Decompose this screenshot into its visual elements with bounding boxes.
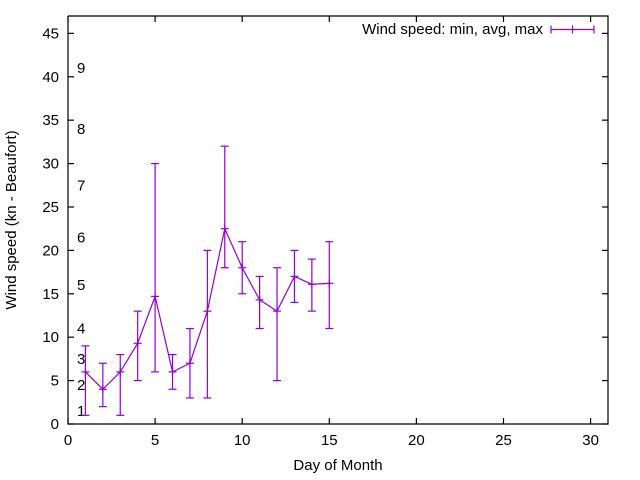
legend: Wind speed: min, avg, max [362, 21, 595, 38]
beaufort-level-label: 8 [77, 121, 85, 138]
beaufort-level-label: 5 [77, 277, 85, 294]
x-axis-ticks: 0 5 10 15 20 25 30 [64, 16, 599, 449]
x-tick-label: 0 [64, 432, 72, 449]
beaufort-level-label: 9 [77, 60, 85, 77]
beaufort-level-label: 2 [77, 377, 85, 394]
y-tick-label: 0 [51, 416, 59, 433]
legend-sample-errorbar [550, 25, 595, 34]
x-tick-label: 20 [408, 432, 425, 449]
y-tick-label: 15 [42, 286, 59, 303]
x-tick-label: 5 [151, 432, 159, 449]
y-tick-label: 10 [42, 329, 59, 346]
y-axis-title: Wind speed (kn - Beaufort) [3, 130, 20, 309]
x-tick-label: 15 [321, 432, 338, 449]
legend-entry-label: Wind speed: min, avg, max [362, 21, 543, 38]
y-tick-label: 40 [42, 69, 59, 86]
y-tick-label: 25 [42, 199, 59, 216]
x-tick-label: 25 [495, 432, 512, 449]
beaufort-level-label: 4 [77, 321, 85, 338]
beaufort-level-label: 6 [77, 229, 85, 246]
beaufort-scale-labels: 1 2 3 4 5 6 7 8 9 [77, 60, 85, 420]
y-tick-label: 5 [51, 373, 59, 390]
x-tick-label: 30 [582, 432, 599, 449]
x-axis-title: Day of Month [293, 457, 382, 474]
average-markers-group [81, 224, 334, 394]
y-tick-label: 35 [42, 112, 59, 129]
beaufort-level-label: 3 [77, 351, 85, 368]
y-tick-label: 30 [42, 156, 59, 173]
beaufort-level-label: 7 [77, 177, 85, 194]
beaufort-level-label: 1 [77, 403, 85, 420]
y-tick-label: 45 [42, 25, 59, 42]
error-bars-group [81, 145, 334, 416]
y-tick-label: 20 [42, 242, 59, 259]
x-tick-label: 10 [234, 432, 251, 449]
